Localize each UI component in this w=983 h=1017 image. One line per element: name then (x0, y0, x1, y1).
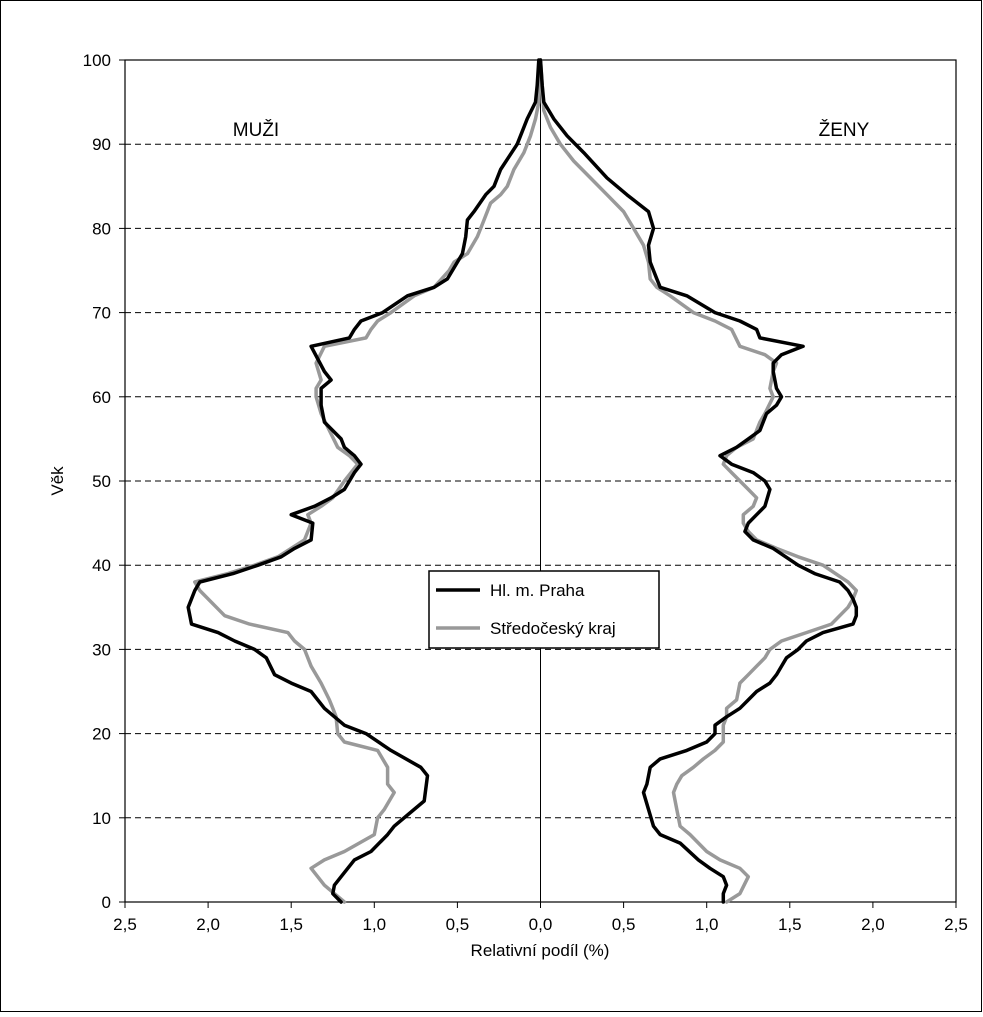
x-tick-label-4: 0,5 (446, 915, 470, 934)
y-tick-label-80: 80 (92, 219, 111, 238)
y-tick-label-30: 30 (92, 640, 111, 659)
x-tick-label-5: 0,0 (529, 915, 553, 934)
x-tick-label-10: 2,5 (944, 915, 968, 934)
y-tick-label-70: 70 (92, 304, 111, 323)
y-tick-label-20: 20 (92, 725, 111, 744)
labels-layer: 0 10 20 30 40 50 60 70 80 90 100 2,5 2,0 1,5 1,0 0,5 0,0… (83, 51, 968, 934)
annotation-left: MUŽI (233, 119, 279, 141)
annotation-right: ŽENY (819, 119, 870, 141)
x-tick-label-9: 2,0 (861, 915, 885, 934)
series-layer (186, 58, 859, 904)
y-axis-label: Věk (48, 466, 67, 496)
series-line-praha-zeny (538, 58, 859, 904)
y-tick-label-50: 50 (92, 472, 111, 491)
series-line-praha-muzi (186, 58, 541, 904)
legend-label-stredocesky: Středočeský kraj (490, 619, 616, 638)
y-tick-label-90: 90 (92, 135, 111, 154)
x-tick-label-7: 1,0 (695, 915, 719, 934)
y-tick-label-0: 0 (102, 893, 111, 912)
y-tick-label-40: 40 (92, 556, 111, 575)
x-axis-label: Relativní podíl (%) (471, 941, 610, 960)
x-tick-label-8: 1,5 (778, 915, 802, 934)
y-tick-label-100: 100 (83, 51, 111, 70)
y-tick-label-10: 10 (92, 809, 111, 828)
x-tick-label-2: 1,5 (279, 915, 303, 934)
x-tick-label-6: 0,5 (612, 915, 636, 934)
legend-label-praha: Hl. m. Praha (490, 581, 585, 600)
legend-box (428, 570, 660, 649)
x-tick-label-3: 1,0 (362, 915, 386, 934)
x-tick-label-1: 2,0 (196, 915, 220, 934)
legend: Hl. m. Praha Středočeský kraj (428, 570, 660, 649)
x-tick-label-0: 2,5 (113, 915, 137, 934)
series-line-stredocesky-muzi (193, 58, 543, 904)
y-tick-label-60: 60 (92, 388, 111, 407)
series-line-stredocesky-zeny (538, 58, 859, 904)
